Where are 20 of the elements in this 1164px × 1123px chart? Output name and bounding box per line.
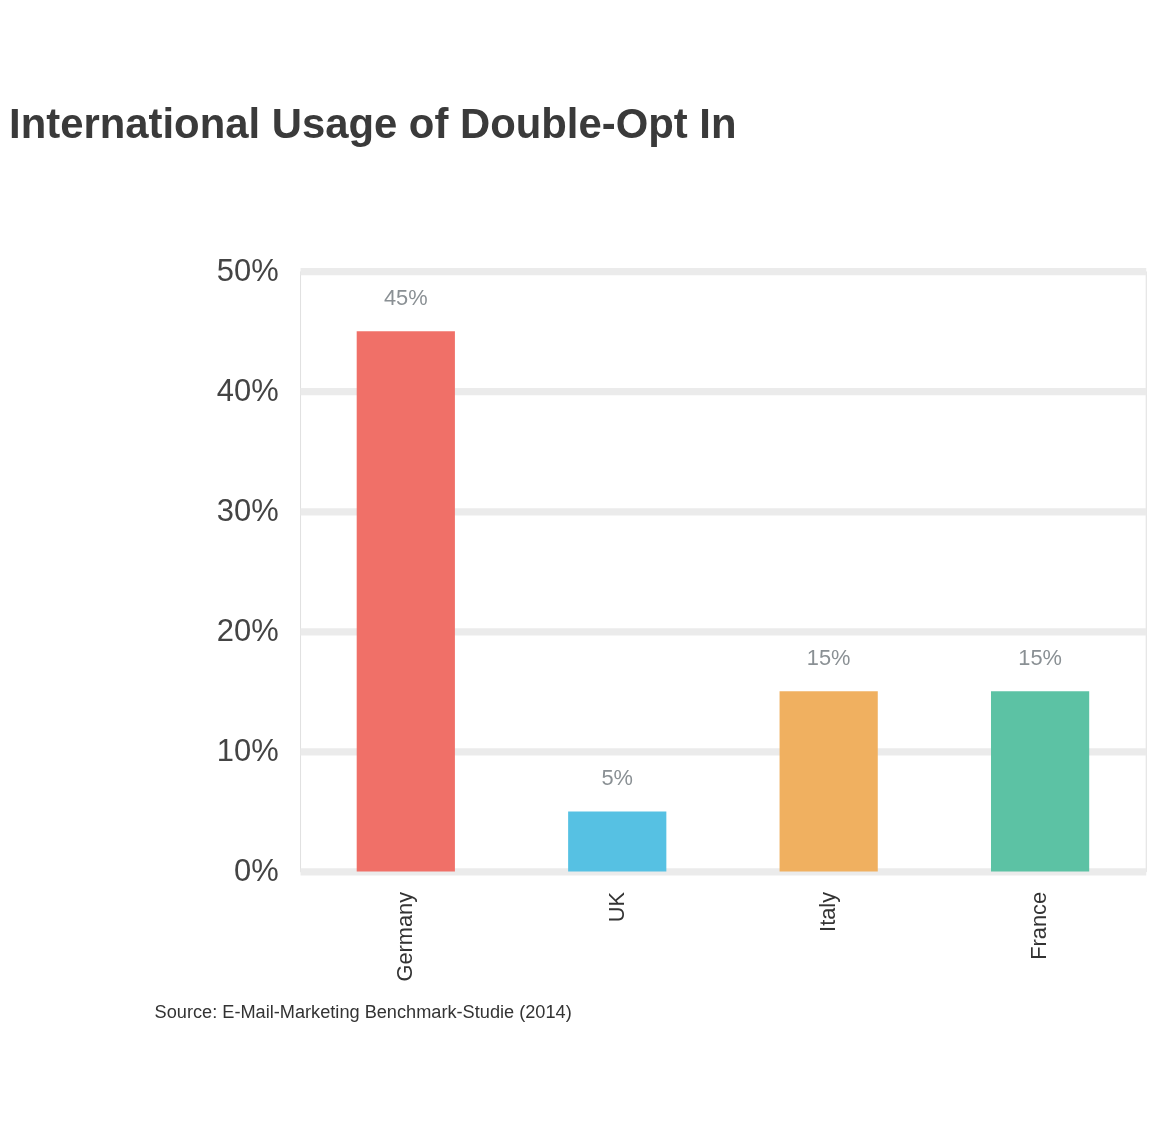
y-tick-label: 50% (216, 252, 279, 288)
y-tick-label: 30% (216, 492, 279, 528)
chart-title: International Usage of Double-Opt In (9, 99, 737, 147)
x-tick-label: Italy (815, 891, 841, 932)
x-tick-label: UK (603, 891, 629, 923)
x-tick-label: France (1026, 891, 1052, 960)
y-tick-label: 20% (216, 612, 279, 648)
data-label: 15% (806, 644, 851, 670)
x-tick-label: Germany (392, 891, 418, 982)
data-label: 5% (601, 765, 633, 791)
data-label: 45% (383, 284, 428, 310)
bar (779, 691, 878, 872)
data-label: 15% (1018, 644, 1062, 670)
bar (356, 331, 455, 872)
y-tick-label: 40% (216, 372, 279, 408)
y-tick-label: 10% (216, 732, 279, 768)
bar (568, 811, 667, 872)
source-note: Source: E-Mail-Marketing Benchmark-Studie (2014) (154, 1001, 572, 1022)
y-tick-label: 0% (234, 852, 279, 888)
bar (990, 691, 1090, 872)
